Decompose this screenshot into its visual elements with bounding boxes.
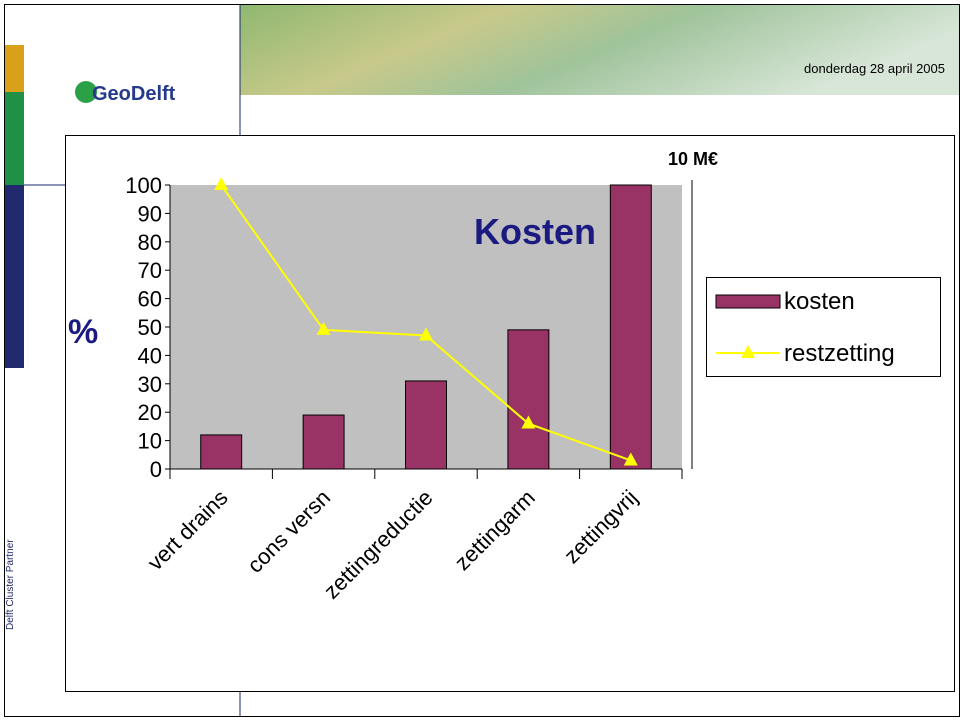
- y-tick-label: 10: [138, 429, 162, 454]
- legend-label: restzetting: [784, 340, 895, 367]
- bar: [405, 380, 447, 470]
- legend-swatch: [741, 345, 755, 358]
- banner: [240, 5, 959, 95]
- side-label: Delft Cluster Partner: [5, 539, 16, 630]
- annotation: 10 M€: [668, 149, 718, 169]
- legend-label: kosten: [784, 288, 855, 315]
- marker: [316, 321, 331, 335]
- y-tick-label: 40: [138, 343, 162, 368]
- y-tick-label: 80: [138, 230, 162, 255]
- strip: [5, 185, 24, 368]
- date: donderdag 28 april 2005: [804, 61, 945, 76]
- y-tick-label: 30: [138, 372, 162, 397]
- strip: [5, 92, 24, 185]
- marker: [623, 452, 638, 466]
- bar: [200, 434, 243, 470]
- y-tick-label: 60: [138, 287, 162, 312]
- strip: [5, 45, 24, 92]
- y-tick-label: 70: [138, 258, 162, 283]
- bar: [302, 414, 345, 470]
- y-tick-label: 20: [138, 400, 162, 425]
- y-tick-label: 0: [150, 457, 162, 482]
- marker: [419, 327, 433, 341]
- chart-title: Kosten: [474, 211, 596, 252]
- logo-icon: [75, 81, 97, 103]
- logo: GeoDelft: [92, 83, 176, 105]
- bar: [507, 329, 550, 470]
- y-tick-label: 50: [138, 315, 162, 340]
- legend-swatch: [715, 294, 781, 309]
- y-tick-label: 100: [125, 173, 162, 198]
- legend: [706, 277, 941, 377]
- y-tick-label: 90: [138, 201, 162, 226]
- bar: [609, 184, 652, 470]
- y-label: %: [68, 313, 98, 351]
- marker: [214, 177, 229, 190]
- marker: [521, 415, 536, 429]
